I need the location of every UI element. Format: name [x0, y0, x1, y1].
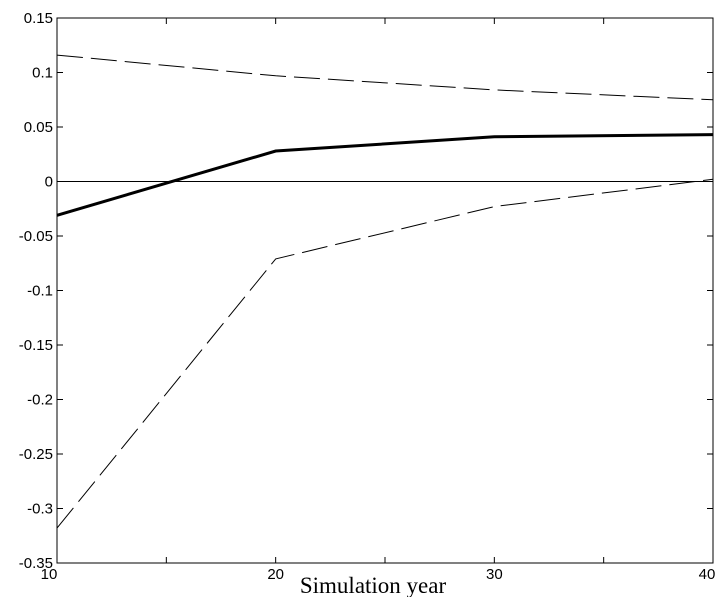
- y-tick-label: 0.15: [24, 10, 53, 27]
- x-tick-label: 40: [699, 566, 716, 583]
- y-tick-label: 0.1: [32, 65, 53, 82]
- y-tick-label: -0.3: [27, 501, 53, 518]
- x-tick-label: 20: [267, 566, 284, 583]
- x-tick-label: 30: [486, 566, 503, 583]
- y-tick-label: 0: [45, 174, 53, 191]
- y-axis: 0.15 0.1 0.05 0 -0.05 -0.1 -0.15 -0.2 -0.25 -0.3 -…: [19, 10, 713, 572]
- y-tick-label: -0.1: [27, 283, 53, 300]
- y-tick-label: -0.05: [19, 228, 53, 245]
- x-axis-title: Simulation year: [300, 573, 447, 597]
- series-line-bound: [56, 178, 714, 529]
- series-line-bound: [56, 54, 714, 101]
- y-tick-label: -0.2: [27, 392, 53, 409]
- x-tick-label: 10: [41, 566, 58, 583]
- y-tick-label: 0.05: [24, 119, 53, 136]
- y-tick-label: -0.15: [19, 337, 53, 354]
- y-tick-label: -0.35: [19, 555, 53, 572]
- plot-frame: [56, 17, 714, 564]
- x-axis: 10 20 30 40: [41, 18, 716, 583]
- series-line-estimate: [56, 133, 714, 217]
- series-layer: [56, 54, 714, 529]
- y-tick-label: -0.25: [19, 446, 53, 463]
